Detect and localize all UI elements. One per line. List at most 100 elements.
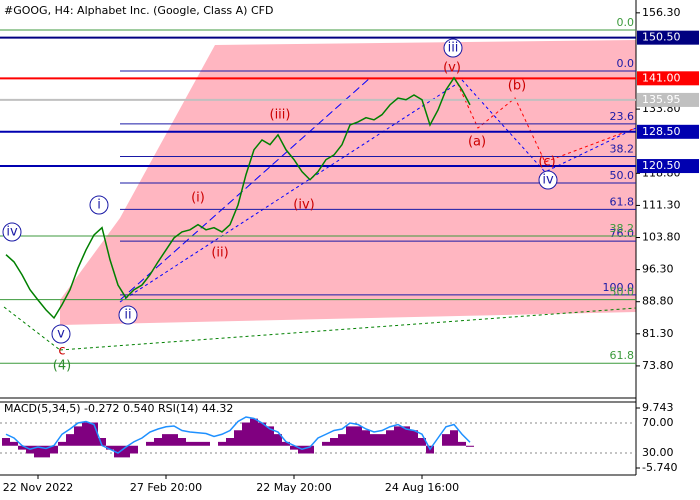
trend-line <box>59 307 637 351</box>
macd-bar <box>354 426 362 446</box>
price-label: 141.00 <box>642 71 681 84</box>
price-label-box <box>637 30 699 45</box>
macd-bar <box>290 445 298 450</box>
x-tick-label: 24 Aug 16:00 <box>385 481 459 494</box>
macd-bar <box>106 445 114 450</box>
x-tick-label: 27 Feb 20:00 <box>130 481 202 494</box>
macd-bar <box>202 441 210 446</box>
fib-label: 0.0 <box>617 57 635 70</box>
macd-bar <box>226 438 234 446</box>
macd-bar <box>162 434 170 446</box>
macd-bar <box>122 445 130 458</box>
macd-bar <box>362 430 370 446</box>
macd-bar <box>50 445 58 454</box>
channel-line <box>119 77 371 301</box>
fib-label: 50.0 <box>610 286 635 299</box>
macd-bar <box>338 434 346 446</box>
macd-bar <box>418 438 426 446</box>
macd-bar <box>186 441 194 446</box>
macd-bar <box>322 441 330 446</box>
macd-bar <box>402 426 410 446</box>
wave-circle <box>51 324 71 344</box>
wave-label: iv <box>542 173 554 188</box>
y-tick-label: -5.740 <box>642 461 677 474</box>
forecast-path <box>454 77 637 163</box>
y-tick-label: 9.743 <box>642 401 674 414</box>
macd-bar <box>154 438 162 446</box>
wave-label: v <box>57 327 65 342</box>
fib-label: 61.8 <box>610 195 635 208</box>
macd-bar <box>410 430 418 446</box>
fib-label: 38.2 <box>610 143 635 156</box>
macd-bar <box>394 426 402 446</box>
macd-bar <box>130 445 138 454</box>
wave-label: (c) <box>538 155 555 170</box>
macd-bar <box>74 426 82 446</box>
price-label: 128.50 <box>642 125 681 138</box>
price-label-box <box>637 71 699 86</box>
macd-bar <box>282 441 290 446</box>
price-label-box <box>637 124 699 139</box>
macd-bar <box>66 434 74 446</box>
wave-label: iv <box>6 225 18 240</box>
wave-label: ii <box>124 308 131 323</box>
x-tick-label: 22 May 20:00 <box>256 481 331 494</box>
macd-bar <box>242 422 250 446</box>
x-tick-label: 22 Nov 2022 <box>3 481 73 494</box>
wave-label: (iv) <box>293 198 314 213</box>
macd-bar <box>330 438 338 446</box>
wave-label: (v) <box>443 61 461 76</box>
macd-bar <box>346 426 354 446</box>
y-tick-label: 73.80 <box>642 359 674 372</box>
wave-label: iii <box>448 41 459 56</box>
y2-tick-label: 70.00 <box>642 416 674 429</box>
macd-bar <box>58 441 66 446</box>
wave-circle <box>443 38 463 58</box>
wave-label: (b) <box>508 79 526 94</box>
wave-circle <box>2 222 22 242</box>
price-label: 120.50 <box>642 159 681 172</box>
fib-label: 50.0 <box>610 169 635 182</box>
wave-label: (ii) <box>211 246 228 261</box>
y-tick-label: 156.30 <box>642 6 681 19</box>
wave-label: (iii) <box>270 108 291 123</box>
wave-circle <box>538 170 558 190</box>
macd-bar <box>266 426 274 446</box>
fib-label: 61.8 <box>610 349 635 362</box>
macd-bar <box>370 434 378 446</box>
macd-bar <box>98 438 106 446</box>
wave-label: c <box>58 344 65 359</box>
macd-bar <box>378 434 386 446</box>
y-tick-label: 111.30 <box>642 198 681 211</box>
macd-bar <box>218 441 226 446</box>
fib-label: 23.6 <box>610 110 635 123</box>
fib-label: 100.0 <box>603 281 635 294</box>
macd-bar <box>386 430 394 446</box>
macd-bar <box>466 445 474 447</box>
macd-bar <box>306 445 314 454</box>
price-label: 135.95 <box>642 93 681 106</box>
macd-bar <box>170 434 178 446</box>
price-label-box <box>637 159 699 174</box>
price-label: 150.50 <box>642 31 681 44</box>
macd-bar <box>18 445 26 450</box>
y-tick-label: 88.80 <box>642 295 674 308</box>
price-line <box>5 76 471 320</box>
macd-bar <box>450 430 458 446</box>
chart-title: #GOOG, H4: Alphabet Inc. (Google, Class … <box>4 4 273 17</box>
macd-bar <box>458 441 466 446</box>
macd-bar <box>114 445 122 458</box>
wave-label: i <box>97 198 101 213</box>
macd-bar <box>34 445 42 458</box>
macd-bar <box>146 441 154 446</box>
indicator-title: MACD(5,34,5) -0.272 0.540 RSI(14) 44.32 <box>4 402 233 415</box>
macd-bar <box>258 422 266 446</box>
macd-bar <box>442 434 450 446</box>
wave-circle <box>118 305 138 325</box>
price-label-box <box>637 92 699 107</box>
wave-circle <box>89 195 109 215</box>
wave-label: (a) <box>468 135 486 150</box>
macd-bar <box>234 430 242 446</box>
macd-bar <box>82 422 90 446</box>
